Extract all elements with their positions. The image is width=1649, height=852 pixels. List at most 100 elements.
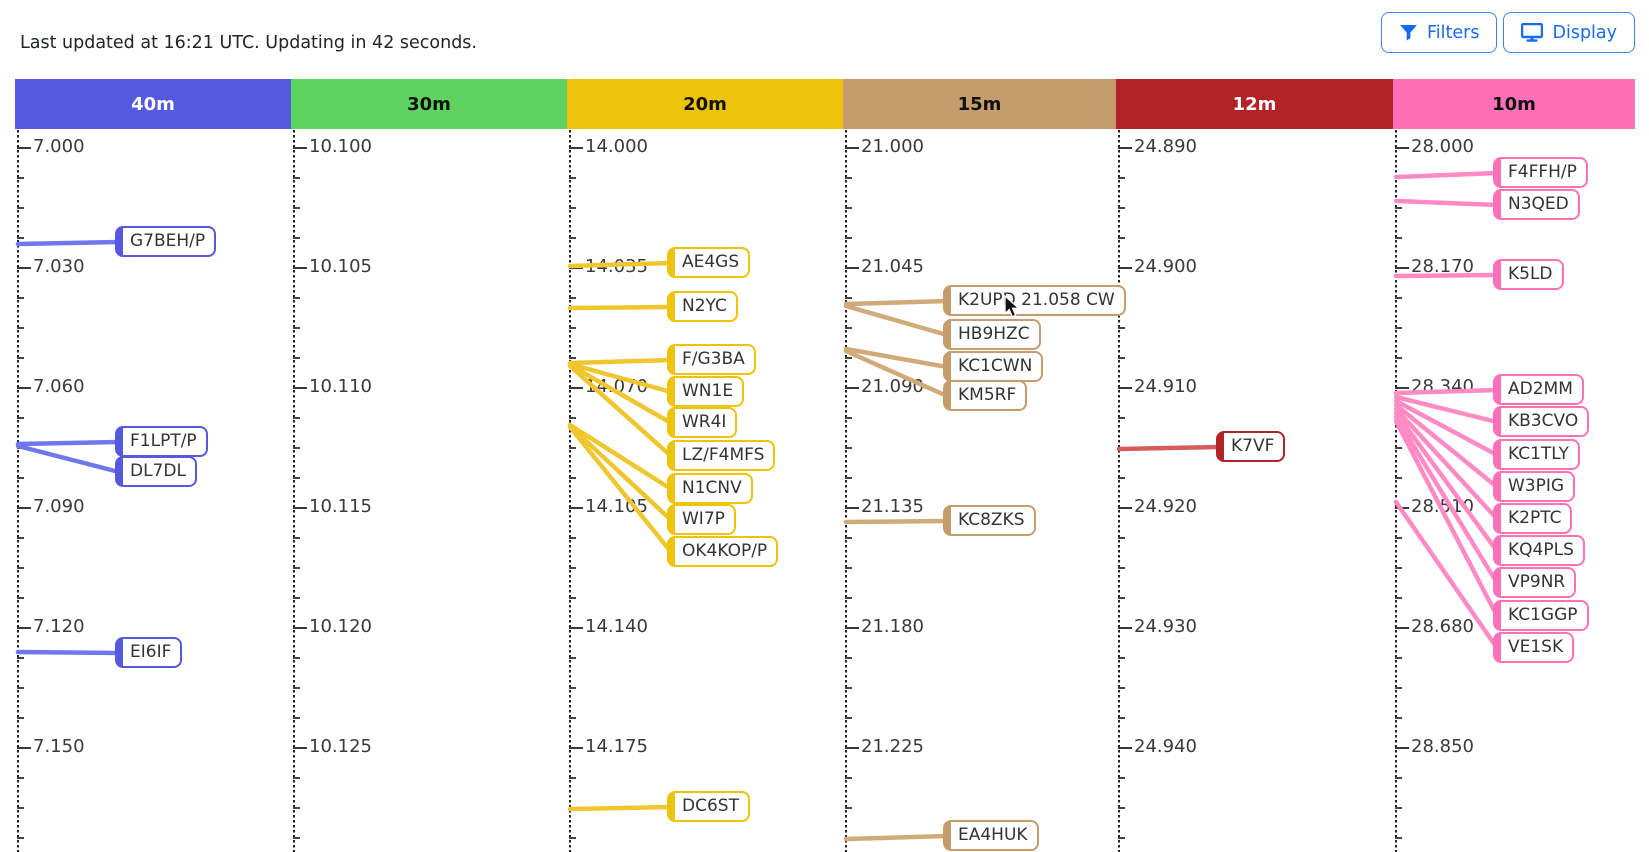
minor-tick [569,297,576,299]
minor-tick [293,687,300,689]
major-tick [293,627,307,629]
spot-label[interactable]: LZ/F4MFS [667,440,776,471]
minor-tick [1395,597,1402,599]
minor-tick [845,447,852,449]
spot-label[interactable]: K2UPD 21.058 CW [943,285,1126,316]
major-tick [845,507,859,509]
spot-label[interactable]: DC6ST [667,791,750,822]
major-tick [1118,627,1132,629]
spot-label[interactable]: AD2MM [1493,374,1584,405]
minor-tick [293,807,300,809]
major-tick [17,387,31,389]
major-tick [845,147,859,149]
frequency-ruler-10m [1395,130,1397,852]
spot-label[interactable]: VE1SK [1493,632,1575,663]
spot-label[interactable]: F4FFH/P [1493,157,1588,188]
spot-label[interactable]: N1CNV [667,473,753,504]
spot-line [1393,414,1500,586]
tick-label: 28.170 [1411,256,1474,277]
tick-label: 21.135 [861,496,924,517]
spot-label[interactable]: KC1TLY [1493,439,1580,470]
spot-label[interactable]: KC1CWN [943,351,1044,382]
spot-line [843,303,950,338]
minor-tick [17,657,24,659]
minor-tick [17,567,24,569]
minor-tick [569,237,576,239]
tick-label: 7.000 [33,136,85,157]
major-tick [293,747,307,749]
minor-tick [569,657,576,659]
band-header-10m: 10m [1393,79,1635,129]
spot-label[interactable]: WI7P [667,504,736,535]
spot-label[interactable]: WR4I [667,407,738,438]
major-tick [1395,747,1409,749]
tick-label: 21.045 [861,256,924,277]
status-text: Last updated at 16:21 UTC. Updating in 4… [20,33,477,53]
minor-tick [17,597,24,599]
spot-label[interactable]: KQ4PLS [1493,535,1585,566]
spot-label[interactable]: W3PIG [1493,471,1576,502]
major-tick [17,507,31,509]
spot-label[interactable]: N2YC [667,291,738,322]
tick-label: 21.180 [861,616,924,637]
spot-label[interactable]: K2PTC [1493,503,1573,534]
spot-label[interactable]: DL7DL [115,456,197,487]
spot-label[interactable]: VP9NR [1493,567,1577,598]
minor-tick [1118,177,1125,179]
spot-label[interactable]: K5LD [1493,259,1564,290]
minor-tick [1395,567,1402,569]
spot-label[interactable]: KM5RF [943,380,1028,411]
minor-tick [293,447,300,449]
spot-label[interactable]: F1LPT/P [115,426,208,457]
tick-label: 10.125 [309,736,372,757]
spot-label[interactable]: G7BEH/P [115,226,217,257]
spot-line [843,518,950,525]
minor-tick [17,207,24,209]
major-tick [17,147,31,149]
major-tick [293,387,307,389]
minor-tick [1395,237,1402,239]
minor-tick [1395,537,1402,539]
minor-tick [569,447,576,449]
spot-label[interactable]: WN1E [667,376,745,407]
tick-label: 21.225 [861,736,924,757]
minor-tick [293,777,300,779]
spot-label[interactable]: KC1GGP [1493,600,1589,631]
tick-label: 10.100 [309,136,372,157]
frequency-ruler-12m [1118,130,1120,852]
spot-label[interactable]: F/G3BA [667,344,756,375]
minor-tick [17,807,24,809]
minor-tick [1118,237,1125,239]
minor-tick [845,177,852,179]
minor-tick [1395,777,1402,779]
major-tick [1118,387,1132,389]
spot-line [1393,387,1500,396]
spot-label[interactable]: KC8ZKS [943,505,1036,536]
spot-label[interactable]: N3QED [1493,189,1580,220]
spot-label[interactable]: AE4GS [667,247,751,278]
spot-label[interactable]: OK4KOP/P [667,536,779,567]
tick-label: 24.910 [1134,376,1197,397]
minor-tick [1118,807,1125,809]
minor-tick [845,657,852,659]
filters-button[interactable]: Filters [1381,12,1498,53]
major-tick [1395,147,1409,149]
spot-label[interactable]: K7VF [1216,431,1286,462]
tick-label: 7.150 [33,736,85,757]
display-button[interactable]: Display [1503,12,1635,53]
spot-label[interactable]: EA4HUK [943,820,1039,851]
spot-label[interactable]: KB3CVO [1493,406,1590,437]
spot-line [567,422,674,492]
minor-tick [1118,657,1125,659]
spot-label[interactable]: HB9HZC [943,319,1041,350]
band-header-20m: 20m [567,79,843,129]
tick-label: 14.175 [585,736,648,757]
spot-line [567,361,674,395]
major-tick [845,747,859,749]
band-header-40m: 40m [15,79,291,129]
minor-tick [293,327,300,329]
minor-tick [569,477,576,479]
spot-label[interactable]: EI6IF [115,637,183,668]
minor-tick [293,297,300,299]
minor-tick [17,717,24,719]
